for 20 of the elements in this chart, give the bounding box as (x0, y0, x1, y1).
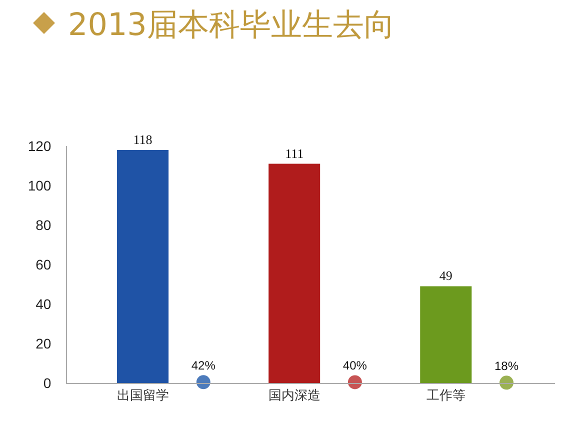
data-label: 111 (285, 146, 304, 161)
y-tick-label: 120 (28, 138, 52, 154)
y-tick-label: 80 (36, 216, 52, 233)
y-tick-label: 60 (36, 256, 52, 272)
data-label: 118 (133, 132, 152, 147)
bar (268, 164, 320, 383)
y-tick-label: 20 (36, 335, 52, 352)
x-tick-label: 工作等 (426, 388, 466, 404)
data-label: 18% (494, 358, 519, 373)
y-tick-label: 40 (36, 296, 52, 312)
x-tick-label: 出国留学 (116, 388, 169, 404)
data-label: 42% (191, 358, 216, 372)
x-tick-label: 国内深造 (268, 388, 320, 404)
data-label: 49 (439, 268, 452, 284)
chart-title: 2013届本科毕业生去向 (68, 6, 395, 43)
bar (420, 286, 472, 383)
data-label: 40% (342, 358, 368, 372)
y-tick-label: 0 (43, 374, 52, 391)
y-tick-label: 100 (28, 177, 52, 194)
bar (117, 150, 169, 383)
